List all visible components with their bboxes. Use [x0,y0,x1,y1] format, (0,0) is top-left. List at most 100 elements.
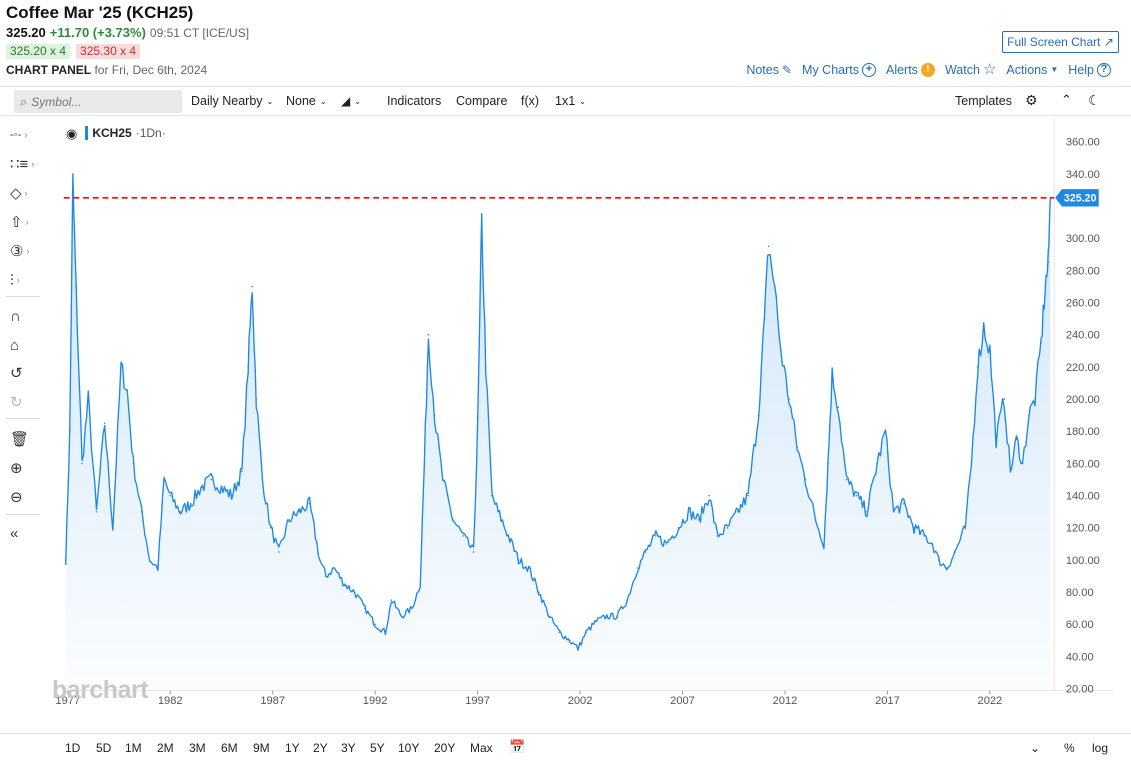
caret-down-icon: ▼ [1050,64,1059,74]
settings-gear-icon[interactable]: ⚙ [1025,92,1038,108]
undo-icon: ↺ [10,365,23,382]
alerts-link[interactable]: Alerts ! [886,62,935,77]
data-point [855,494,858,497]
range-1y[interactable]: 1Y [285,741,300,755]
double-chevron-down-icon[interactable]: ⌄ [1030,741,1041,755]
magnet-tool[interactable]: ∩ [10,305,44,327]
overlay-label: None [286,94,316,108]
data-point [903,502,905,505]
collapse-up-icon[interactable]: ⌃ [1061,92,1072,107]
y-axis: 20.00 40.00 60.00 80.00 100.00 120.00 140.00 16… [1066,137,1100,696]
data-point [698,519,700,521]
data-point [261,478,264,481]
data-point [585,631,587,634]
data-point [677,527,680,529]
range-6m[interactable]: 6M [221,741,238,755]
pattern-tool[interactable]: ⫶ › [10,269,44,291]
range-2y[interactable]: 2Y [313,741,328,755]
range-2m[interactable]: 2M [157,741,174,755]
last-price-label: 325.20 [1064,193,1097,205]
collapse-sidebar-button[interactable]: « [10,522,44,544]
data-point [569,639,571,642]
actions-label: Actions [1006,62,1048,77]
data-point [1047,261,1050,264]
range-5d[interactable]: 5D [96,741,112,755]
data-point [757,414,760,417]
redo-button[interactable]: ↻ [10,391,44,413]
data-point [827,462,829,465]
ask-badge: 325.30 x 4 [76,44,141,59]
label-tool[interactable]: ③ › [10,240,44,262]
data-point [937,559,940,561]
zoom-out-button[interactable]: ⊖ [10,486,44,508]
range-20y[interactable]: 20Y [434,741,456,755]
compare-button[interactable]: Compare [456,94,508,108]
data-point [210,478,212,481]
data-point [298,510,301,513]
sidebar-divider [6,514,40,515]
range-max[interactable]: Max [470,741,493,755]
overlay-dropdown[interactable]: None ⌄ [286,94,327,108]
help-link[interactable]: Help ? [1068,62,1111,77]
calendar-icon[interactable]: 📅 [509,739,526,754]
data-point [112,527,114,529]
chart-type-dropdown[interactable]: ◢ ⌄ [341,94,361,108]
arrow-tool[interactable]: ⇧ › [10,211,44,233]
data-point [200,486,202,489]
range-10y[interactable]: 10Y [398,741,420,755]
legend-timeframe: ·1Dn· [135,126,166,140]
my-charts-link[interactable]: My Charts + [802,62,876,77]
y-tick-label: 160.00 [1066,458,1100,470]
x-tick-label: 2022 [978,695,1003,707]
range-9m[interactable]: 9M [253,741,270,755]
data-point [837,406,840,408]
percent-toggle[interactable]: % [1064,741,1075,755]
notes-link[interactable]: Notes ✎ [746,63,792,77]
templates-button[interactable]: Templates [955,94,1012,108]
shape-tool[interactable]: ◇ › [10,182,44,204]
symbol-input[interactable] [31,94,162,109]
fib-tool[interactable]: ∷≡ › [10,153,44,175]
data-point [353,591,356,593]
range-1m[interactable]: 1M [125,741,142,755]
eye-icon[interactable]: ◉ [66,125,78,141]
undo-button[interactable]: ↺ [10,362,44,384]
zoom-in-button[interactable]: ⊕ [10,457,44,479]
data-point [1028,414,1030,417]
layout-dropdown[interactable]: 1x1 ⌄ [555,94,586,108]
indicators-button[interactable]: Indicators [387,94,442,108]
line-tool[interactable]: -◦- › [10,124,44,146]
actions-menu[interactable]: Actions ▼ [1006,63,1058,77]
range-3m[interactable]: 3M [189,741,206,755]
data-point [747,494,749,497]
data-point [780,350,782,352]
data-point [1021,462,1024,465]
redo-icon: ↻ [10,394,23,411]
data-point [1034,398,1036,400]
watch-link[interactable]: Watch ☆ [945,62,996,77]
data-point [325,575,327,577]
chart-panel-date: CHART PANEL for Fri, Dec 6th, 2024 [6,63,207,77]
x-tick-label: 2017 [875,695,900,707]
data-point [230,494,233,497]
data-point [946,567,948,569]
delete-button[interactable]: 🗑 [10,428,44,450]
aggregation-dropdown[interactable]: Daily Nearby ⌄ [191,94,273,108]
y-tick-label: 60.00 [1066,619,1094,631]
price-chart[interactable]: 20.00 40.00 60.00 80.00 100.00 120.00 140.00 16… [46,118,1131,708]
trash-icon: 🗑 [10,431,30,448]
full-screen-chart-button[interactable]: Full Screen Chart ↗ [1002,31,1119,53]
lock-tool[interactable]: ⌂ [10,334,44,356]
range-3y[interactable]: 3Y [341,741,356,755]
range-1d[interactable]: 1D [65,741,81,755]
range-5y[interactable]: 5Y [370,741,385,755]
data-point [374,623,376,626]
dark-mode-moon-icon[interactable]: ☾ [1088,92,1101,108]
data-point [1040,342,1042,344]
fx-button[interactable]: f(x) [521,94,540,108]
symbol-search[interactable]: ⌕ [14,90,182,113]
data-point [876,462,878,465]
log-toggle[interactable]: log [1092,741,1109,755]
chevron-down-icon: ⌄ [579,97,586,107]
data-point [75,285,77,288]
